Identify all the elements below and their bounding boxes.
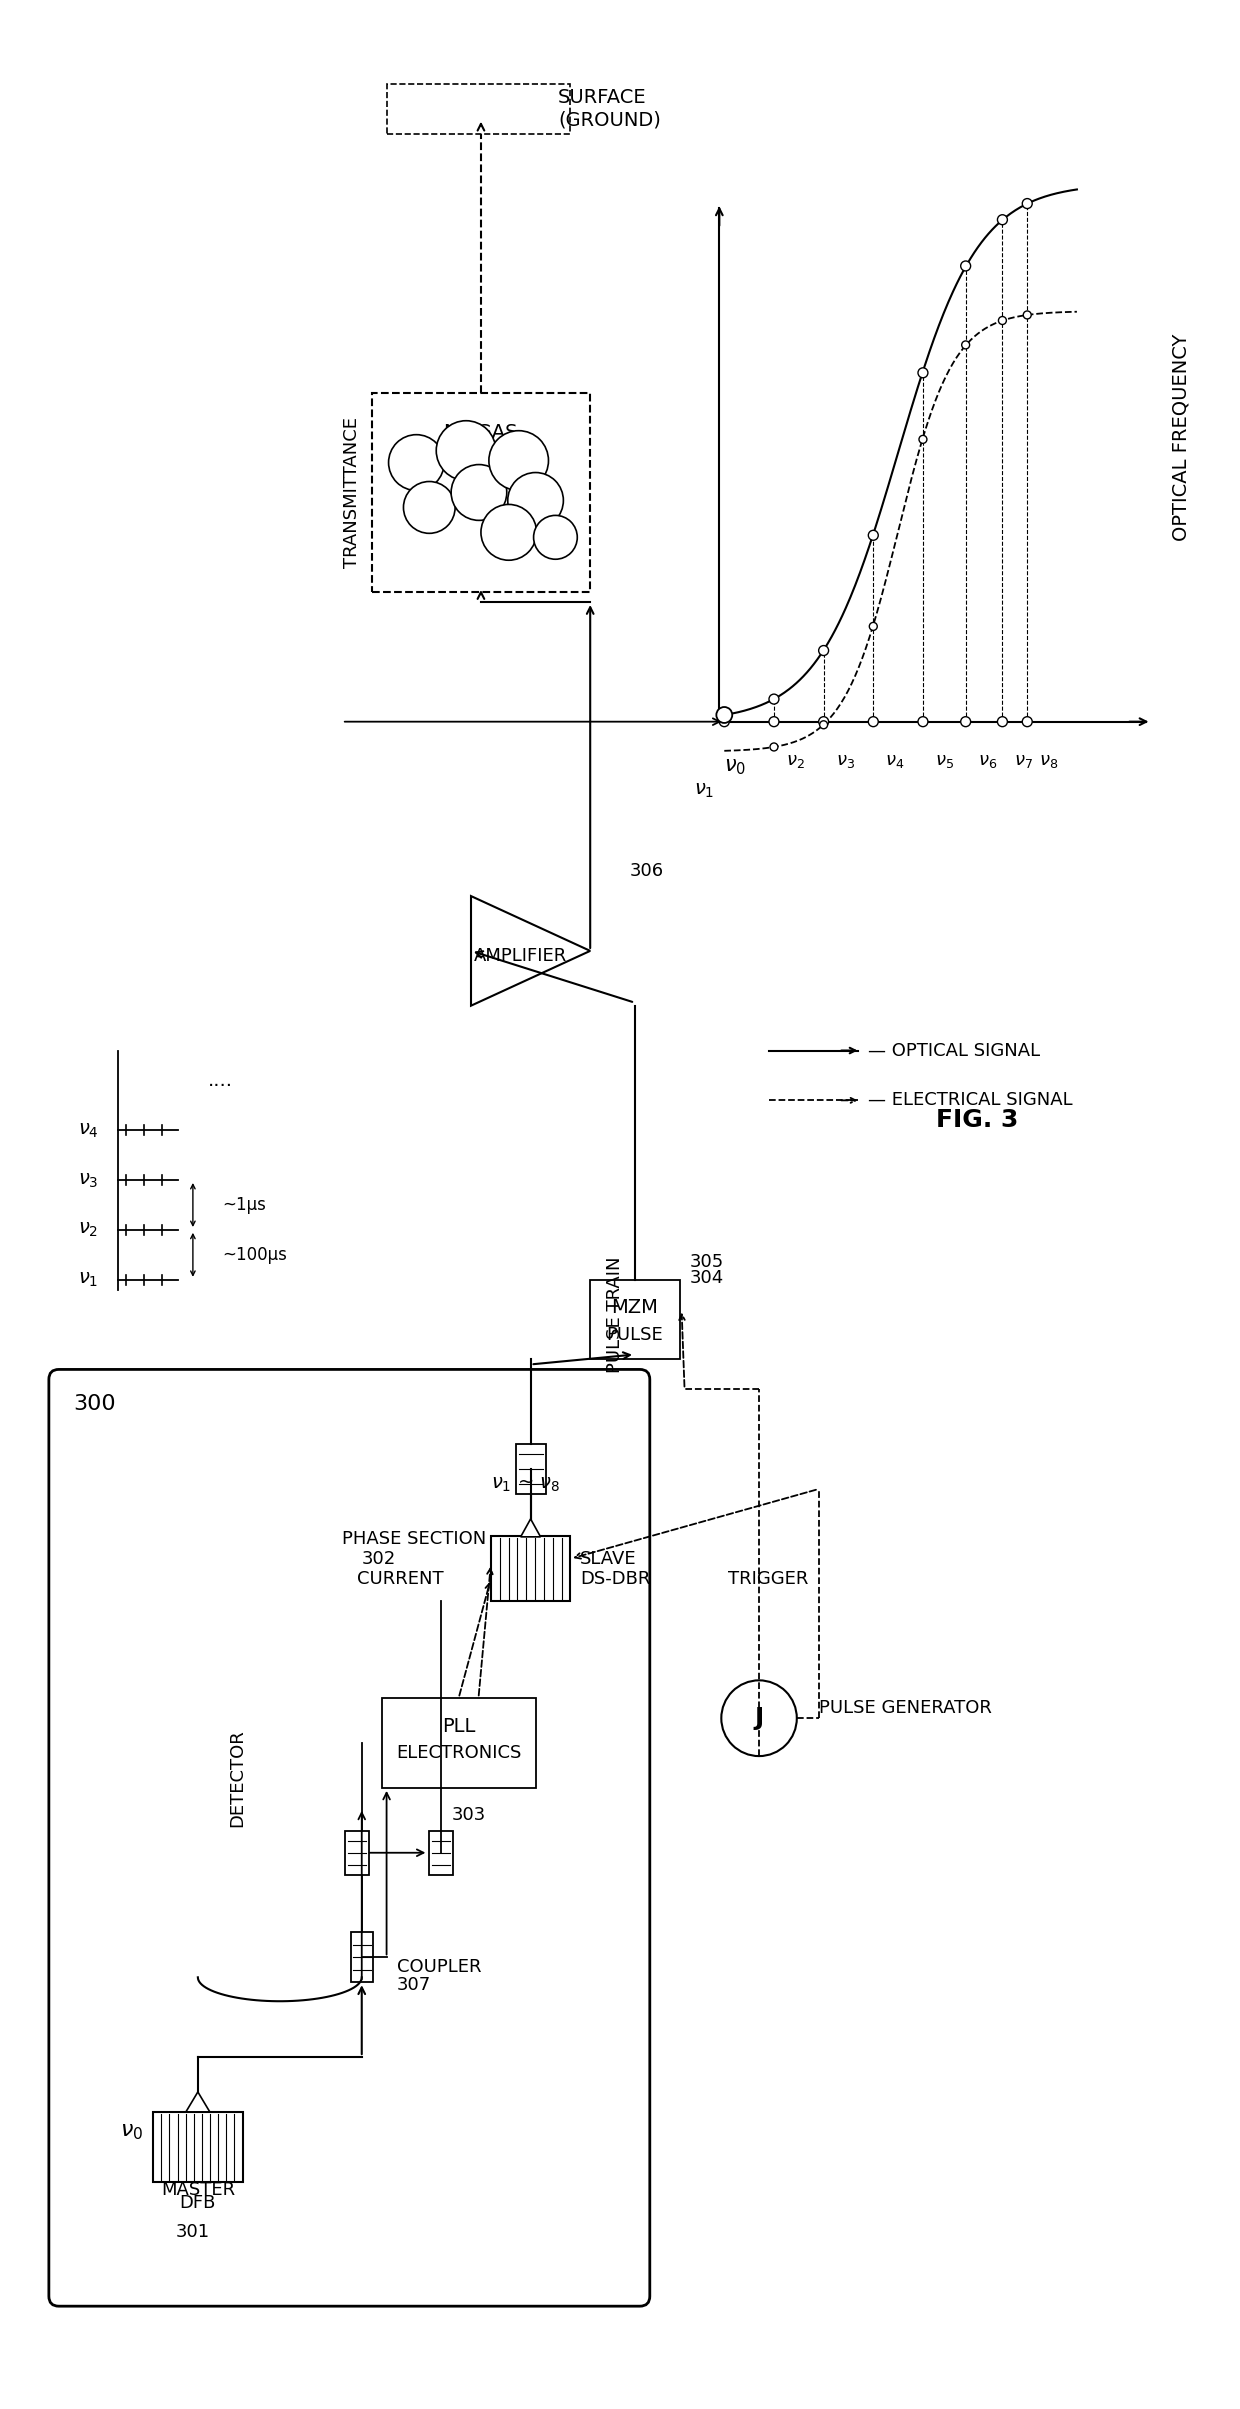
Polygon shape [471, 896, 590, 1005]
Text: $\nu_2$: $\nu_2$ [786, 752, 805, 768]
Bar [429, 1831, 453, 1874]
Text: 304: 304 [689, 1270, 724, 1286]
Text: $\nu_6$: $\nu_6$ [977, 752, 997, 768]
Polygon shape [521, 1520, 541, 1537]
Text: PHASE SECTION: PHASE SECTION [342, 1530, 486, 1549]
Text: PULSE TRAIN: PULSE TRAIN [606, 1257, 624, 1373]
Text: $\nu_1$: $\nu_1$ [694, 781, 714, 800]
Circle shape [1022, 198, 1032, 210]
Text: TRANSMITTANCE: TRANSMITTANCE [342, 417, 361, 569]
Bar [351, 1932, 373, 1983]
Text: ~100μs: ~100μs [223, 1245, 288, 1265]
Circle shape [818, 718, 828, 728]
Circle shape [507, 472, 563, 528]
Text: DS-DBR: DS-DBR [580, 1571, 651, 1588]
Text: $\nu_0$: $\nu_0$ [120, 2122, 144, 2142]
FancyBboxPatch shape [48, 1368, 650, 2305]
Text: PULSE GENERATOR: PULSE GENERATOR [818, 1698, 992, 1718]
Text: COUPLER: COUPLER [397, 1959, 481, 1975]
Text: ....: .... [208, 1072, 233, 1089]
Text: 307: 307 [397, 1975, 430, 1995]
Text: $\nu_4$: $\nu_4$ [78, 1120, 98, 1139]
Text: FIG. 3: FIG. 3 [936, 1108, 1019, 1132]
Circle shape [997, 718, 1007, 728]
Text: Na GAS: Na GAS [444, 422, 517, 441]
Circle shape [719, 711, 729, 720]
Circle shape [769, 718, 779, 728]
Circle shape [868, 530, 878, 540]
Bar [345, 1831, 368, 1874]
Circle shape [717, 706, 733, 723]
Text: TRIGGER: TRIGGER [728, 1571, 808, 1588]
Bar [387, 84, 570, 135]
Circle shape [533, 516, 578, 559]
Circle shape [436, 422, 496, 479]
Text: — OPTICAL SIGNAL: — OPTICAL SIGNAL [868, 1041, 1040, 1060]
Circle shape [918, 718, 928, 728]
Text: 306: 306 [630, 862, 665, 879]
Circle shape [818, 646, 828, 655]
Text: 300: 300 [73, 1395, 117, 1414]
Circle shape [489, 431, 548, 491]
Circle shape [451, 465, 507, 520]
Bar [382, 1698, 536, 1787]
Text: PLL: PLL [441, 1718, 475, 1737]
Circle shape [1023, 311, 1032, 318]
Text: CURRENT: CURRENT [357, 1571, 444, 1588]
Text: 305: 305 [689, 1253, 724, 1272]
Polygon shape [186, 2091, 210, 2113]
Circle shape [769, 694, 779, 703]
Text: 303: 303 [451, 1807, 486, 1824]
Text: $\nu_1$: $\nu_1$ [78, 1270, 98, 1289]
Text: SLAVE: SLAVE [580, 1549, 637, 1568]
Text: $\nu_0$: $\nu_0$ [724, 756, 746, 776]
Circle shape [770, 742, 777, 752]
Circle shape [961, 718, 971, 728]
Text: ELECTRONICS: ELECTRONICS [396, 1744, 521, 1761]
Bar [590, 1279, 680, 1359]
Circle shape [997, 214, 1007, 224]
Text: J: J [754, 1706, 764, 1730]
Text: SURFACE
(GROUND): SURFACE (GROUND) [558, 89, 661, 130]
Bar [372, 393, 590, 593]
Text: $\nu_5$: $\nu_5$ [935, 752, 954, 768]
Text: 301: 301 [176, 2224, 210, 2240]
Text: PULSE: PULSE [606, 1325, 663, 1344]
Text: $\nu_8$: $\nu_8$ [1039, 752, 1059, 768]
Circle shape [961, 260, 971, 270]
Circle shape [962, 342, 970, 349]
Text: AMPLIFIER: AMPLIFIER [474, 947, 567, 966]
Text: DETECTOR: DETECTOR [228, 1730, 247, 1826]
Circle shape [388, 434, 444, 491]
Text: 302: 302 [362, 1549, 396, 1568]
Text: OPTICAL FREQUENCY: OPTICAL FREQUENCY [1172, 335, 1190, 542]
Circle shape [869, 622, 877, 631]
Circle shape [1022, 718, 1032, 728]
Bar [516, 1443, 546, 1494]
Bar [154, 2113, 243, 2183]
Text: — ELECTRICAL SIGNAL: — ELECTRICAL SIGNAL [868, 1091, 1073, 1111]
Text: $\nu_3$: $\nu_3$ [836, 752, 854, 768]
Circle shape [919, 436, 928, 443]
Text: $\nu_7$: $\nu_7$ [1014, 752, 1033, 768]
Text: $\nu_2$: $\nu_2$ [78, 1221, 98, 1238]
Bar [491, 1537, 570, 1602]
Text: $\nu_1$ ~ $\nu_8$: $\nu_1$ ~ $\nu_8$ [491, 1474, 560, 1494]
Text: ~1μs: ~1μs [223, 1195, 267, 1214]
Circle shape [918, 369, 928, 378]
Text: $\nu_4$: $\nu_4$ [885, 752, 904, 768]
Circle shape [403, 482, 455, 532]
Circle shape [868, 718, 878, 728]
Circle shape [481, 503, 537, 561]
Bar [397, 94, 560, 123]
Text: $\nu_3$: $\nu_3$ [78, 1171, 98, 1190]
Text: MZM: MZM [611, 1298, 658, 1318]
Circle shape [722, 1681, 797, 1756]
Text: DFB: DFB [180, 2195, 216, 2211]
Circle shape [820, 720, 827, 730]
Circle shape [998, 316, 1007, 325]
Circle shape [719, 718, 729, 728]
Text: MASTER: MASTER [161, 2180, 234, 2199]
